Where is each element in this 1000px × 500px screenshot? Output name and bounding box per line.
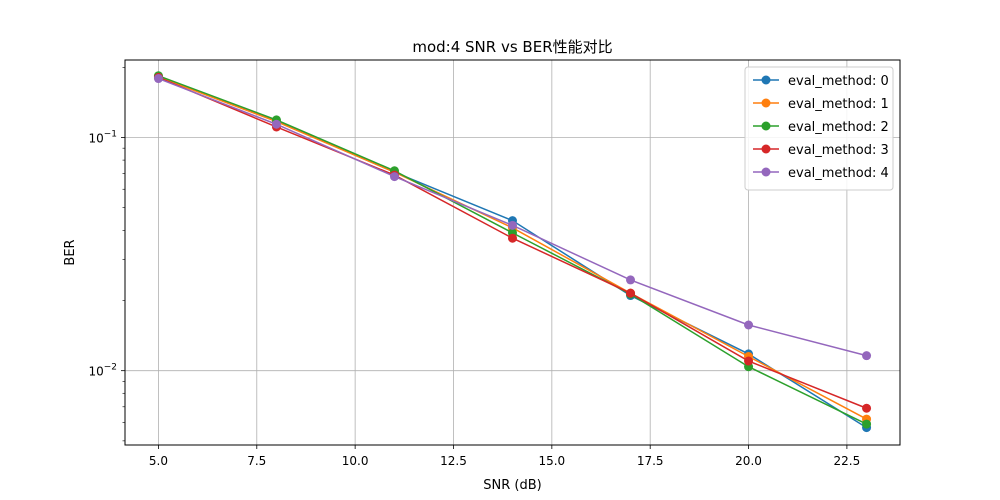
data-point (862, 419, 872, 429)
data-point (862, 351, 872, 361)
legend-label: eval_method: 4 (788, 166, 889, 181)
legend-item: eval_method: 3 (753, 143, 889, 158)
y-tick-label: 10−2 (88, 363, 117, 379)
legend-marker (761, 144, 771, 154)
legend-marker (761, 167, 771, 177)
legend-item: eval_method: 4 (753, 166, 889, 181)
x-tick-label: 5.0 (149, 454, 168, 468)
legend-label: eval_method: 2 (788, 120, 889, 135)
legend-item: eval_method: 1 (753, 97, 889, 112)
legend-label: eval_method: 1 (788, 97, 889, 112)
data-point (389, 172, 399, 182)
data-point (626, 288, 636, 298)
legend-label: eval_method: 3 (788, 143, 889, 158)
y-axis-label: BER (63, 239, 78, 265)
data-point (744, 320, 754, 330)
data-point (508, 233, 517, 243)
x-tick-label: 17.5 (637, 454, 664, 468)
data-point (508, 220, 517, 230)
data-point (153, 74, 163, 84)
series-layer (153, 71, 872, 433)
legend-marker (761, 75, 771, 85)
x-tick-label: 7.5 (247, 454, 266, 468)
data-point (744, 356, 754, 366)
legend-label: eval_method: 0 (788, 74, 889, 89)
ticks-layer: 5.0 7.5 10.0 12.5 15.0 17.5 20.0 22.5 10−2 10−1 (88, 67, 860, 468)
legend-item: eval_method: 0 (753, 74, 889, 89)
y-tick-label: 10−1 (88, 130, 117, 146)
x-tick-label: 12.5 (440, 454, 467, 468)
data-point (626, 275, 636, 285)
data-point (271, 119, 281, 129)
legend-marker (761, 98, 771, 108)
x-axis-label: SNR (dB) (483, 478, 541, 493)
data-point (862, 403, 872, 413)
legend-item: eval_method: 2 (753, 120, 889, 135)
plot-frame (124, 59, 901, 446)
x-tick-label: 20.0 (735, 454, 762, 468)
legend-box (744, 66, 894, 191)
legend-marker (761, 121, 771, 131)
x-tick-label: 15.0 (538, 454, 565, 468)
x-tick-label: 10.0 (342, 454, 369, 468)
x-tick-label: 22.5 (834, 454, 861, 468)
legend: eval_method: 0 eval_method: 1 eval_method:… (744, 66, 894, 191)
chart-title: mod:4 SNR vs BER性能对比 (412, 38, 612, 56)
series-4 (153, 74, 872, 361)
